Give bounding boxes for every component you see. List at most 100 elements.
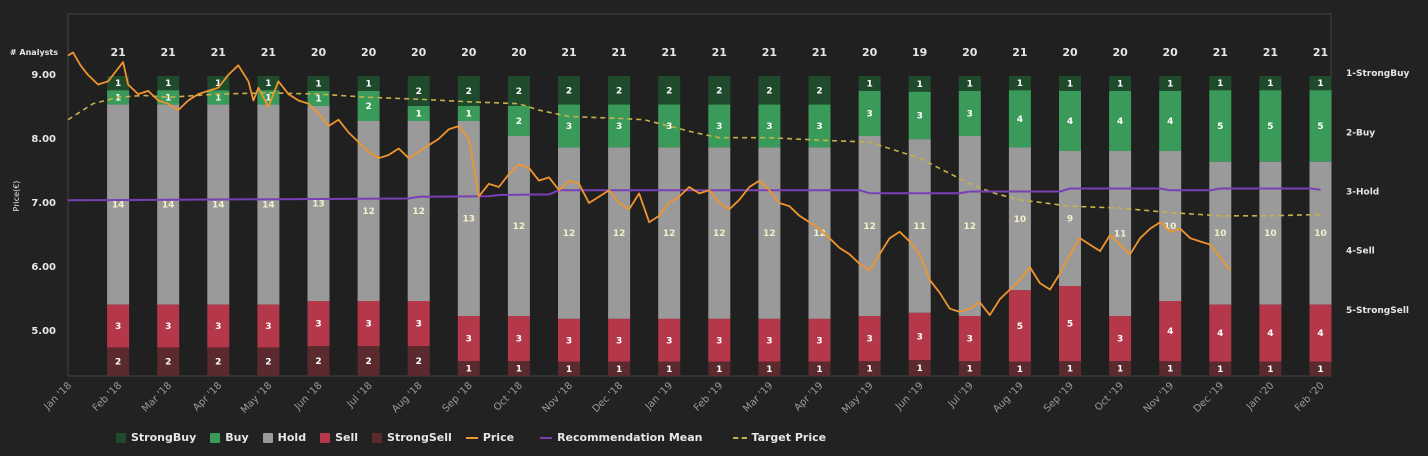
legend-item-recommendation-mean[interactable]: Recommendation Mean	[540, 431, 703, 444]
bar-segment-sell[interactable]	[1209, 304, 1232, 362]
bar-segment-sell[interactable]	[1159, 301, 1182, 361]
bar-segment-hold[interactable]	[1259, 161, 1282, 305]
bar-segment-strongbuy[interactable]	[858, 76, 881, 91]
bar-segment-strongsell[interactable]	[708, 361, 731, 376]
bar-segment-buy[interactable]	[507, 106, 530, 136]
bar-segment-hold[interactable]	[858, 136, 881, 316]
bar-segment-strongbuy[interactable]	[608, 76, 631, 105]
bar-segment-strongsell[interactable]	[1209, 361, 1232, 376]
bar-segment-buy[interactable]	[1008, 90, 1031, 148]
bar-segment-strongbuy[interactable]	[1209, 76, 1232, 91]
bar-segment-hold[interactable]	[1209, 161, 1232, 305]
bar-segment-hold[interactable]	[207, 104, 230, 305]
bar-segment-sell[interactable]	[1259, 304, 1282, 362]
bar-segment-buy[interactable]	[207, 90, 230, 105]
bar-segment-buy[interactable]	[808, 104, 831, 148]
bar-segment-sell[interactable]	[207, 304, 230, 348]
bar-segment-sell[interactable]	[708, 318, 731, 362]
bar-segment-sell[interactable]	[407, 301, 430, 346]
bar-segment-buy[interactable]	[758, 104, 781, 148]
bar-segment-buy[interactable]	[1259, 90, 1282, 162]
bar-segment-sell[interactable]	[808, 318, 831, 362]
bar-segment-sell[interactable]	[558, 318, 580, 362]
bar-segment-hold[interactable]	[1059, 151, 1081, 286]
bar-segment-buy[interactable]	[1209, 90, 1232, 162]
bar-segment-strongbuy[interactable]	[157, 76, 180, 91]
legend-item-strongsell[interactable]: StrongSell	[372, 431, 452, 444]
bar-segment-strongsell[interactable]	[1109, 361, 1132, 376]
bar-segment-strongbuy[interactable]	[1059, 76, 1081, 91]
legend-item-price[interactable]: Price	[465, 431, 514, 444]
bar-segment-strongbuy[interactable]	[658, 76, 681, 105]
bar-segment-hold[interactable]	[157, 104, 180, 305]
bar-segment-strongbuy[interactable]	[908, 76, 931, 92]
bar-segment-sell[interactable]	[858, 316, 881, 361]
bar-segment-hold[interactable]	[1008, 147, 1031, 291]
bar-segment-strongbuy[interactable]	[1259, 76, 1282, 91]
bar-segment-hold[interactable]	[1309, 161, 1332, 305]
bar-segment-strongsell[interactable]	[908, 360, 931, 376]
bar-segment-strongbuy[interactable]	[1008, 76, 1031, 91]
bar-segment-sell[interactable]	[908, 312, 931, 361]
bar-segment-strongsell[interactable]	[1059, 361, 1081, 376]
bar-segment-sell[interactable]	[658, 318, 681, 362]
bar-segment-strongsell[interactable]	[808, 361, 831, 376]
bar-segment-strongbuy[interactable]	[1109, 76, 1132, 91]
price-line[interactable]	[67, 51, 1232, 317]
bar-segment-strongsell[interactable]	[558, 361, 580, 376]
bar-segment-buy[interactable]	[958, 91, 981, 136]
bar-segment-sell[interactable]	[608, 318, 631, 362]
bar-segment-sell[interactable]	[257, 304, 280, 348]
bar-segment-strongsell[interactable]	[357, 346, 380, 376]
bar-segment-strongsell[interactable]	[658, 361, 681, 376]
legend-item-buy[interactable]: Buy	[210, 431, 249, 444]
bar-segment-strongbuy[interactable]	[708, 76, 731, 105]
bar-segment-sell[interactable]	[107, 304, 130, 348]
bar-segment-sell[interactable]	[507, 316, 530, 361]
bar-segment-buy[interactable]	[608, 104, 631, 148]
bar-segment-sell[interactable]	[357, 301, 380, 346]
bar-segment-sell[interactable]	[1008, 290, 1031, 362]
bar-segment-buy[interactable]	[558, 104, 580, 148]
bar-segment-hold[interactable]	[257, 104, 280, 305]
bar-segment-buy[interactable]	[357, 91, 380, 121]
bar-segment-sell[interactable]	[1109, 316, 1132, 361]
bar-segment-strongsell[interactable]	[257, 347, 280, 376]
bar-segment-buy[interactable]	[908, 91, 931, 140]
bar-segment-strongsell[interactable]	[507, 361, 530, 376]
bar-segment-strongsell[interactable]	[307, 346, 330, 376]
bar-segment-sell[interactable]	[958, 316, 981, 361]
bar-segment-strongbuy[interactable]	[1159, 76, 1182, 91]
bar-segment-sell[interactable]	[307, 301, 330, 346]
bar-segment-buy[interactable]	[658, 104, 681, 148]
bar-segment-strongbuy[interactable]	[107, 76, 130, 91]
bar-segment-strongsell[interactable]	[407, 346, 430, 376]
bar-segment-strongbuy[interactable]	[958, 76, 981, 91]
bar-segment-strongsell[interactable]	[1309, 361, 1332, 376]
legend-item-target-price[interactable]: Target Price	[732, 431, 826, 444]
bar-segment-strongbuy[interactable]	[808, 76, 831, 105]
bar-segment-sell[interactable]	[457, 316, 480, 361]
bar-segment-sell[interactable]	[1309, 304, 1332, 362]
bar-segment-buy[interactable]	[1309, 90, 1332, 162]
bar-segment-strongsell[interactable]	[207, 347, 230, 376]
bar-segment-strongsell[interactable]	[758, 361, 781, 376]
bar-segment-strongbuy[interactable]	[257, 76, 280, 91]
bar-segment-hold[interactable]	[407, 121, 430, 301]
bar-segment-strongsell[interactable]	[1008, 361, 1031, 376]
bar-segment-strongbuy[interactable]	[507, 76, 530, 106]
bar-segment-strongbuy[interactable]	[1309, 76, 1332, 91]
bar-segment-buy[interactable]	[858, 91, 881, 136]
bar-segment-hold[interactable]	[307, 106, 330, 301]
bar-segment-buy[interactable]	[708, 104, 731, 148]
bar-segment-strongbuy[interactable]	[758, 76, 781, 105]
bar-segment-strongbuy[interactable]	[307, 76, 330, 91]
bar-segment-strongbuy[interactable]	[457, 76, 480, 106]
bar-segment-buy[interactable]	[457, 106, 480, 121]
bar-segment-hold[interactable]	[507, 136, 530, 316]
bar-segment-buy[interactable]	[407, 106, 430, 121]
legend-item-sell[interactable]: Sell	[320, 431, 358, 444]
bar-segment-hold[interactable]	[357, 121, 380, 301]
bar-segment-sell[interactable]	[157, 304, 180, 348]
bar-segment-buy[interactable]	[1059, 91, 1081, 151]
